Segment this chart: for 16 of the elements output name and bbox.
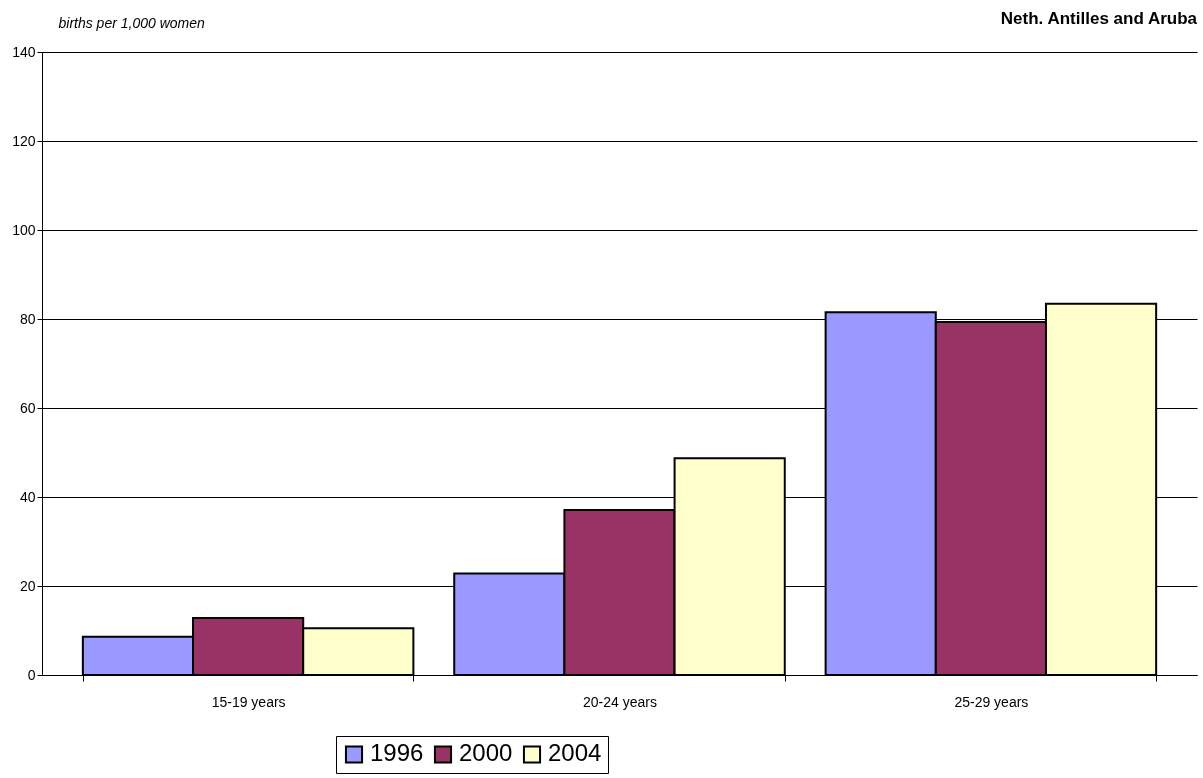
chart-title: Neth. Antilles and Aruba [1000,9,1198,28]
y-tick-label: 120 [12,132,36,149]
legend-label: 2000 [459,739,513,767]
y-tick-label: 40 [19,488,36,505]
x-tick-label: 25-29 years [954,693,1029,710]
y-tick-label: 60 [19,399,36,416]
y-tick-label: 0 [27,666,36,683]
y-tick-label: 80 [19,310,36,327]
y-tick-label: 20 [19,577,36,594]
y-tick-label: 140 [12,43,36,60]
y-axis-title: births per 1,000 women [58,14,206,31]
legend-label: 2004 [548,739,602,767]
x-tick-label: 15-19 years [211,693,286,710]
y-tick-label: 100 [12,221,36,238]
x-tick-label: 20-24 years [583,693,657,710]
legend-label: 1996 [370,739,424,767]
